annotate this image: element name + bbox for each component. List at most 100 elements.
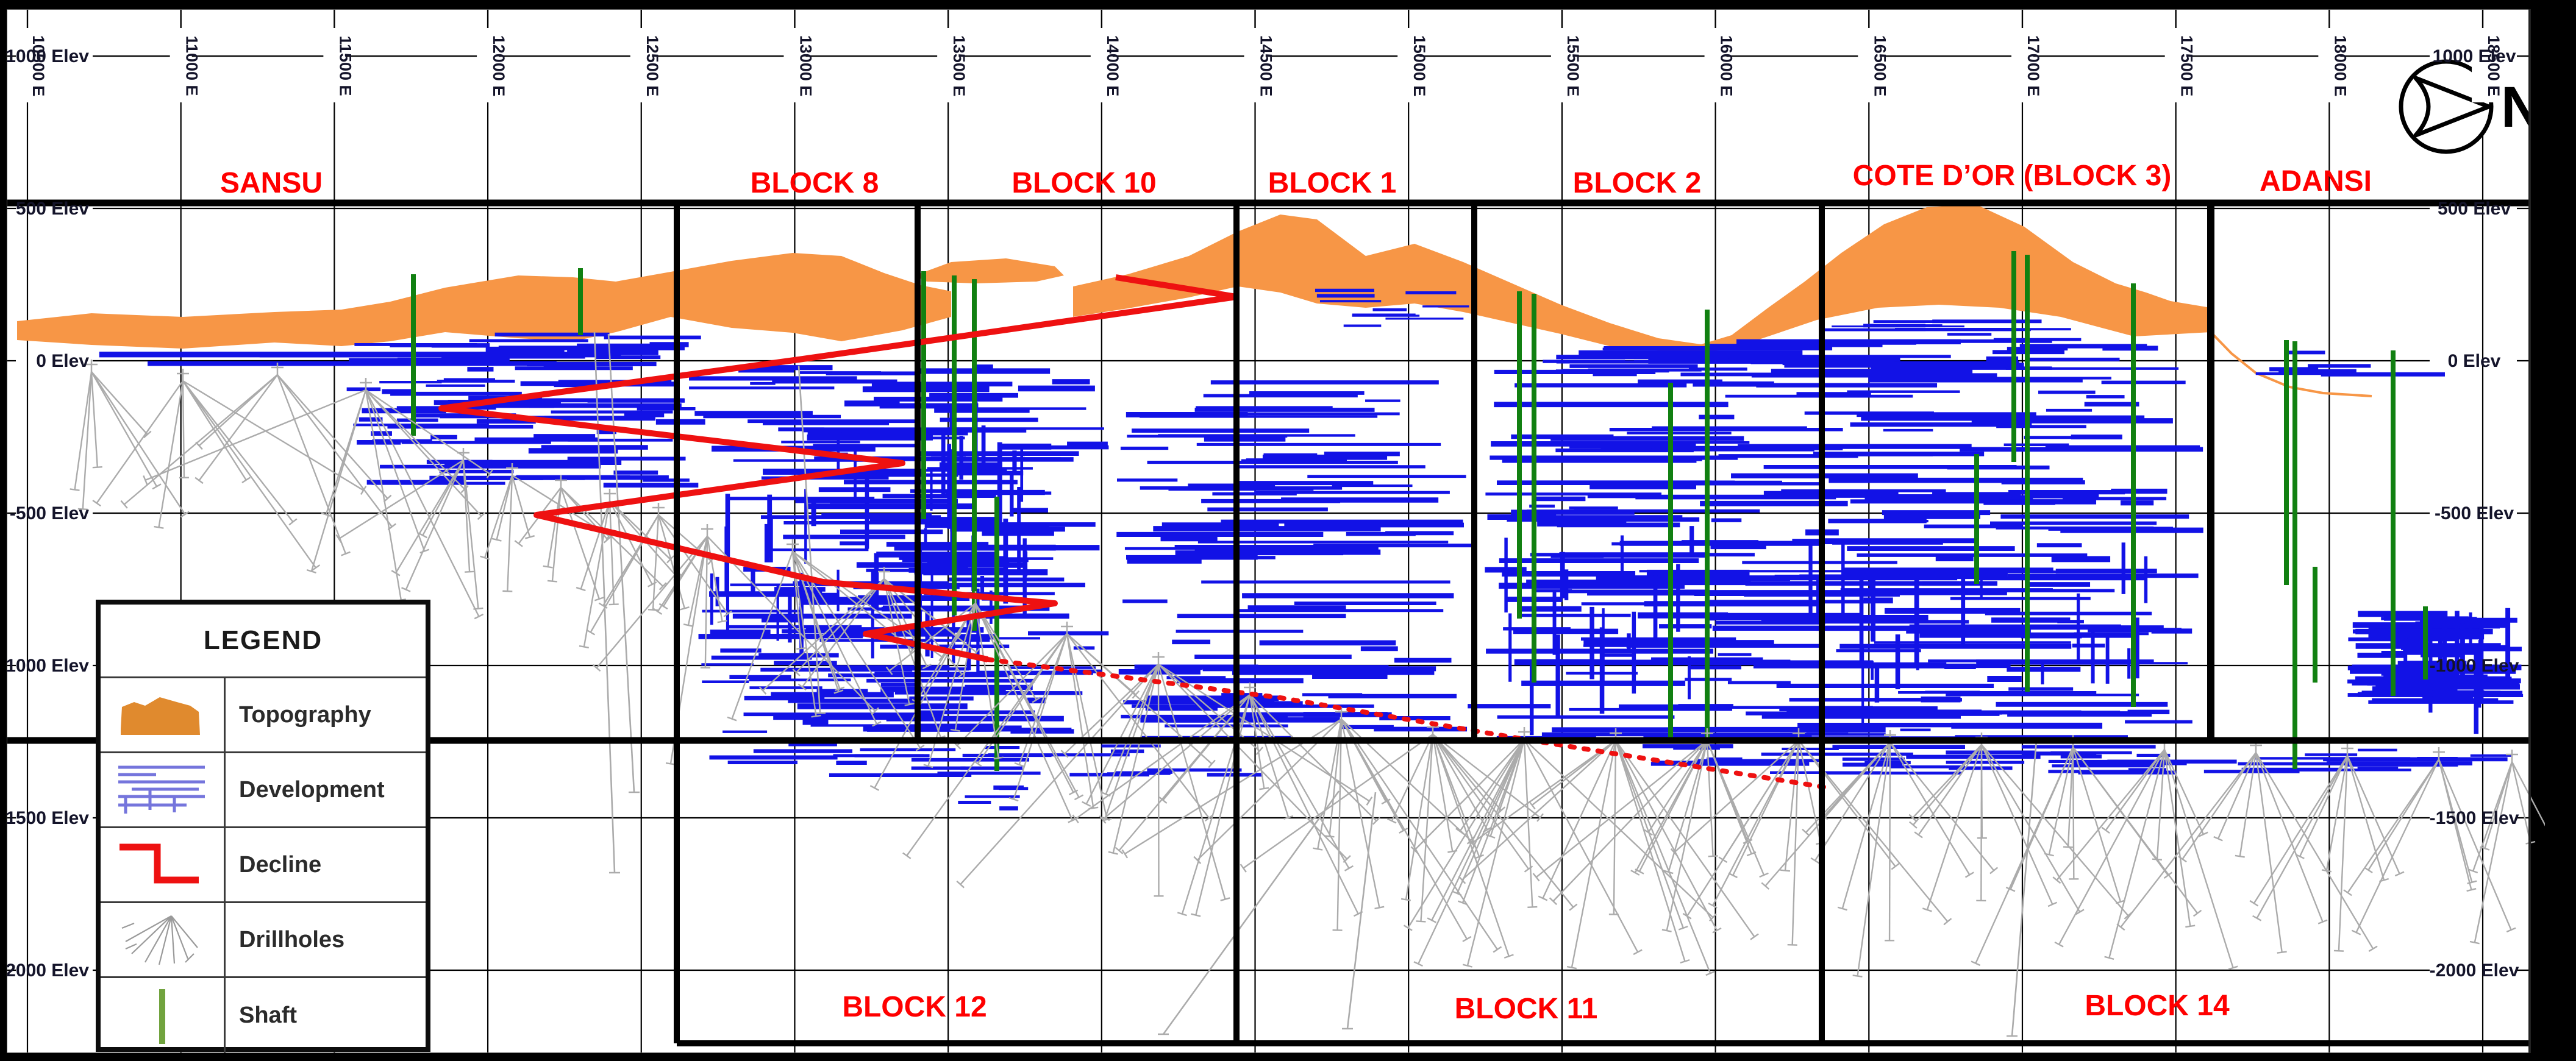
drillhole bbox=[791, 551, 921, 748]
north-arrow-icon: N bbox=[2399, 59, 2542, 154]
drillhole bbox=[974, 603, 1074, 821]
drillhole-end-tick bbox=[401, 587, 411, 592]
drillhole-end-tick bbox=[1708, 903, 1718, 909]
block-label: COTE D’OR (BLOCK 3) bbox=[1853, 160, 2172, 192]
easting-label-bg bbox=[630, 30, 652, 102]
easting-label: 18000 E bbox=[2331, 35, 2349, 97]
drillhole bbox=[2072, 747, 2075, 879]
drillhole-end-tick bbox=[1324, 835, 1335, 838]
drillhole bbox=[158, 380, 184, 528]
drillhole-end-tick bbox=[2054, 941, 2064, 948]
drillhole-end-tick bbox=[543, 565, 553, 569]
drillhole bbox=[590, 514, 660, 633]
drillhole bbox=[82, 371, 93, 509]
drillhole-end-tick bbox=[1400, 898, 1411, 901]
drillhole bbox=[198, 374, 278, 481]
drillhole-end-tick bbox=[2228, 965, 2238, 970]
drillhole-end-tick bbox=[2466, 888, 2477, 892]
drillhole bbox=[609, 500, 671, 560]
drillhole-end-tick bbox=[1372, 817, 1380, 825]
drillhole-end-tick bbox=[2005, 886, 2016, 892]
elevation-label-right: -500 Elev bbox=[2435, 503, 2514, 523]
drillhole-end-tick bbox=[1566, 965, 1577, 970]
frame-bottom bbox=[0, 1053, 2576, 1061]
drillhole-end-tick bbox=[2467, 880, 2477, 884]
drillhole bbox=[2108, 749, 2166, 959]
drillhole-long bbox=[607, 333, 635, 793]
elevation-label-left: -1500 Elev bbox=[0, 808, 89, 828]
drillhole-long bbox=[1346, 792, 1377, 1029]
drillhole bbox=[1407, 739, 1525, 929]
legend-row-development: Development bbox=[101, 753, 426, 828]
drillhole-end-tick bbox=[1427, 917, 1436, 923]
drillhole bbox=[2163, 749, 2191, 927]
drillhole-end-tick bbox=[658, 582, 667, 591]
drillhole-end-tick bbox=[2394, 871, 2405, 877]
drillhole bbox=[182, 380, 247, 481]
drillhole-end-tick bbox=[1971, 960, 1981, 967]
drillhole-end-tick bbox=[1802, 828, 1810, 837]
easting-label: 15500 E bbox=[1564, 35, 1582, 97]
drillhole-end-tick bbox=[1115, 846, 1124, 854]
drillhole bbox=[198, 374, 278, 447]
drillhole bbox=[608, 500, 615, 605]
easting-label-bg bbox=[1397, 30, 1420, 102]
drillhole bbox=[580, 500, 611, 589]
drillhole-end-tick bbox=[1032, 697, 1041, 703]
easting-label-bg bbox=[323, 30, 346, 102]
drillhole bbox=[974, 603, 999, 759]
drillhole-end-tick bbox=[833, 689, 844, 694]
drillhole bbox=[1336, 719, 1343, 931]
drillhole-end-tick bbox=[152, 483, 162, 490]
drillhole-end-tick bbox=[2116, 923, 2125, 931]
development bbox=[99, 288, 2524, 811]
drillhole bbox=[2325, 755, 2349, 871]
drillhole bbox=[2067, 747, 2074, 847]
drillhole bbox=[791, 551, 802, 649]
drillhole-end-tick bbox=[1468, 839, 1475, 848]
topography-line bbox=[2210, 331, 2372, 397]
legend-row-drillholes: Drillholes bbox=[101, 903, 426, 978]
easting-label-bg bbox=[2011, 30, 2033, 102]
drillhole-end-tick bbox=[2044, 853, 2054, 857]
drillhole bbox=[365, 389, 426, 552]
drillhole bbox=[974, 603, 1037, 701]
drillhole bbox=[1523, 739, 1639, 953]
drillhole bbox=[2072, 747, 2169, 876]
elevation-label-left: 0 Elev bbox=[36, 351, 89, 371]
drillhole bbox=[801, 578, 885, 688]
drillhole-end-tick bbox=[120, 500, 128, 509]
drillhole bbox=[1340, 719, 1380, 908]
drillhole-end-tick bbox=[727, 716, 737, 722]
drillhole bbox=[2346, 755, 2400, 875]
drillhole bbox=[658, 514, 729, 614]
drillhole bbox=[1888, 742, 1891, 941]
drillhole-end-tick bbox=[1914, 831, 1923, 839]
drillhole bbox=[365, 389, 465, 490]
drillholes-icon bbox=[101, 903, 226, 976]
drillhole bbox=[2347, 759, 2439, 893]
drillhole bbox=[1157, 664, 1226, 900]
drillhole-end-tick bbox=[1549, 897, 1558, 906]
drillhole bbox=[1814, 742, 1891, 861]
drillhole-end-tick bbox=[1964, 871, 1974, 878]
easting-label-bg bbox=[1858, 30, 1880, 102]
drillhole-end-tick bbox=[2506, 927, 2516, 933]
drillhole-end-tick bbox=[586, 629, 596, 636]
drillhole bbox=[276, 374, 347, 555]
drillhole bbox=[1889, 742, 1995, 871]
easting-label: 16000 E bbox=[1718, 35, 1736, 97]
easting-label: 15000 E bbox=[1410, 35, 1429, 97]
decline-dashed bbox=[985, 657, 1829, 790]
drillhole-end-tick bbox=[1493, 946, 1502, 953]
drillhole-end-tick bbox=[1452, 890, 1462, 896]
drillhole bbox=[1638, 740, 1708, 872]
drillhole-end-tick bbox=[1635, 868, 1644, 875]
drillhole-end-tick bbox=[1374, 906, 1385, 910]
drillhole bbox=[1542, 740, 1617, 899]
drillhole bbox=[1615, 740, 1755, 937]
drillhole bbox=[2163, 749, 2205, 835]
drillhole bbox=[1471, 740, 1616, 844]
drillhole bbox=[1552, 740, 1708, 902]
